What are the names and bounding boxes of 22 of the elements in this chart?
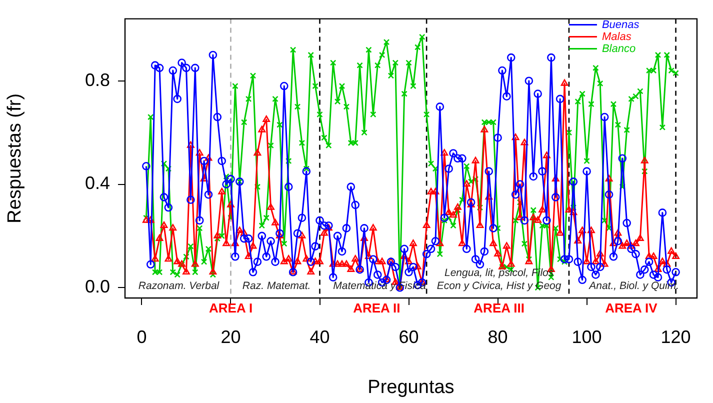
y-tick-label: 0.8 [84,70,110,90]
y-tick-label: 0.4 [84,173,110,194]
x-tick-label: 20 [220,326,241,347]
text: AREA IV [605,300,658,316]
x-tick-label: 100 [572,326,602,347]
legend-label: Malas [602,30,632,43]
text: AREA I [209,300,253,316]
text: AREA III [474,300,524,316]
annotation: Raz. Matemat. [242,280,311,292]
x-tick-label: 80 [488,326,508,347]
x-tick-label: 60 [398,326,419,347]
text: AREA II [353,300,400,316]
legend-label: Buenas [602,18,640,31]
y-tick-label: 0.0 [84,276,110,297]
x-tick-label: 0 [136,326,147,347]
annotation: Anat., Biol. y Quim. [588,280,679,292]
annotation: Razonam. Verbal [138,280,220,292]
x-tick-label: 40 [310,326,330,347]
x-tick-label: 120 [660,326,691,347]
x-axis-title: Preguntas [368,376,454,398]
y-axis-title: Respuestas (fr) [4,93,26,224]
legend-label: Blanco [602,42,636,55]
